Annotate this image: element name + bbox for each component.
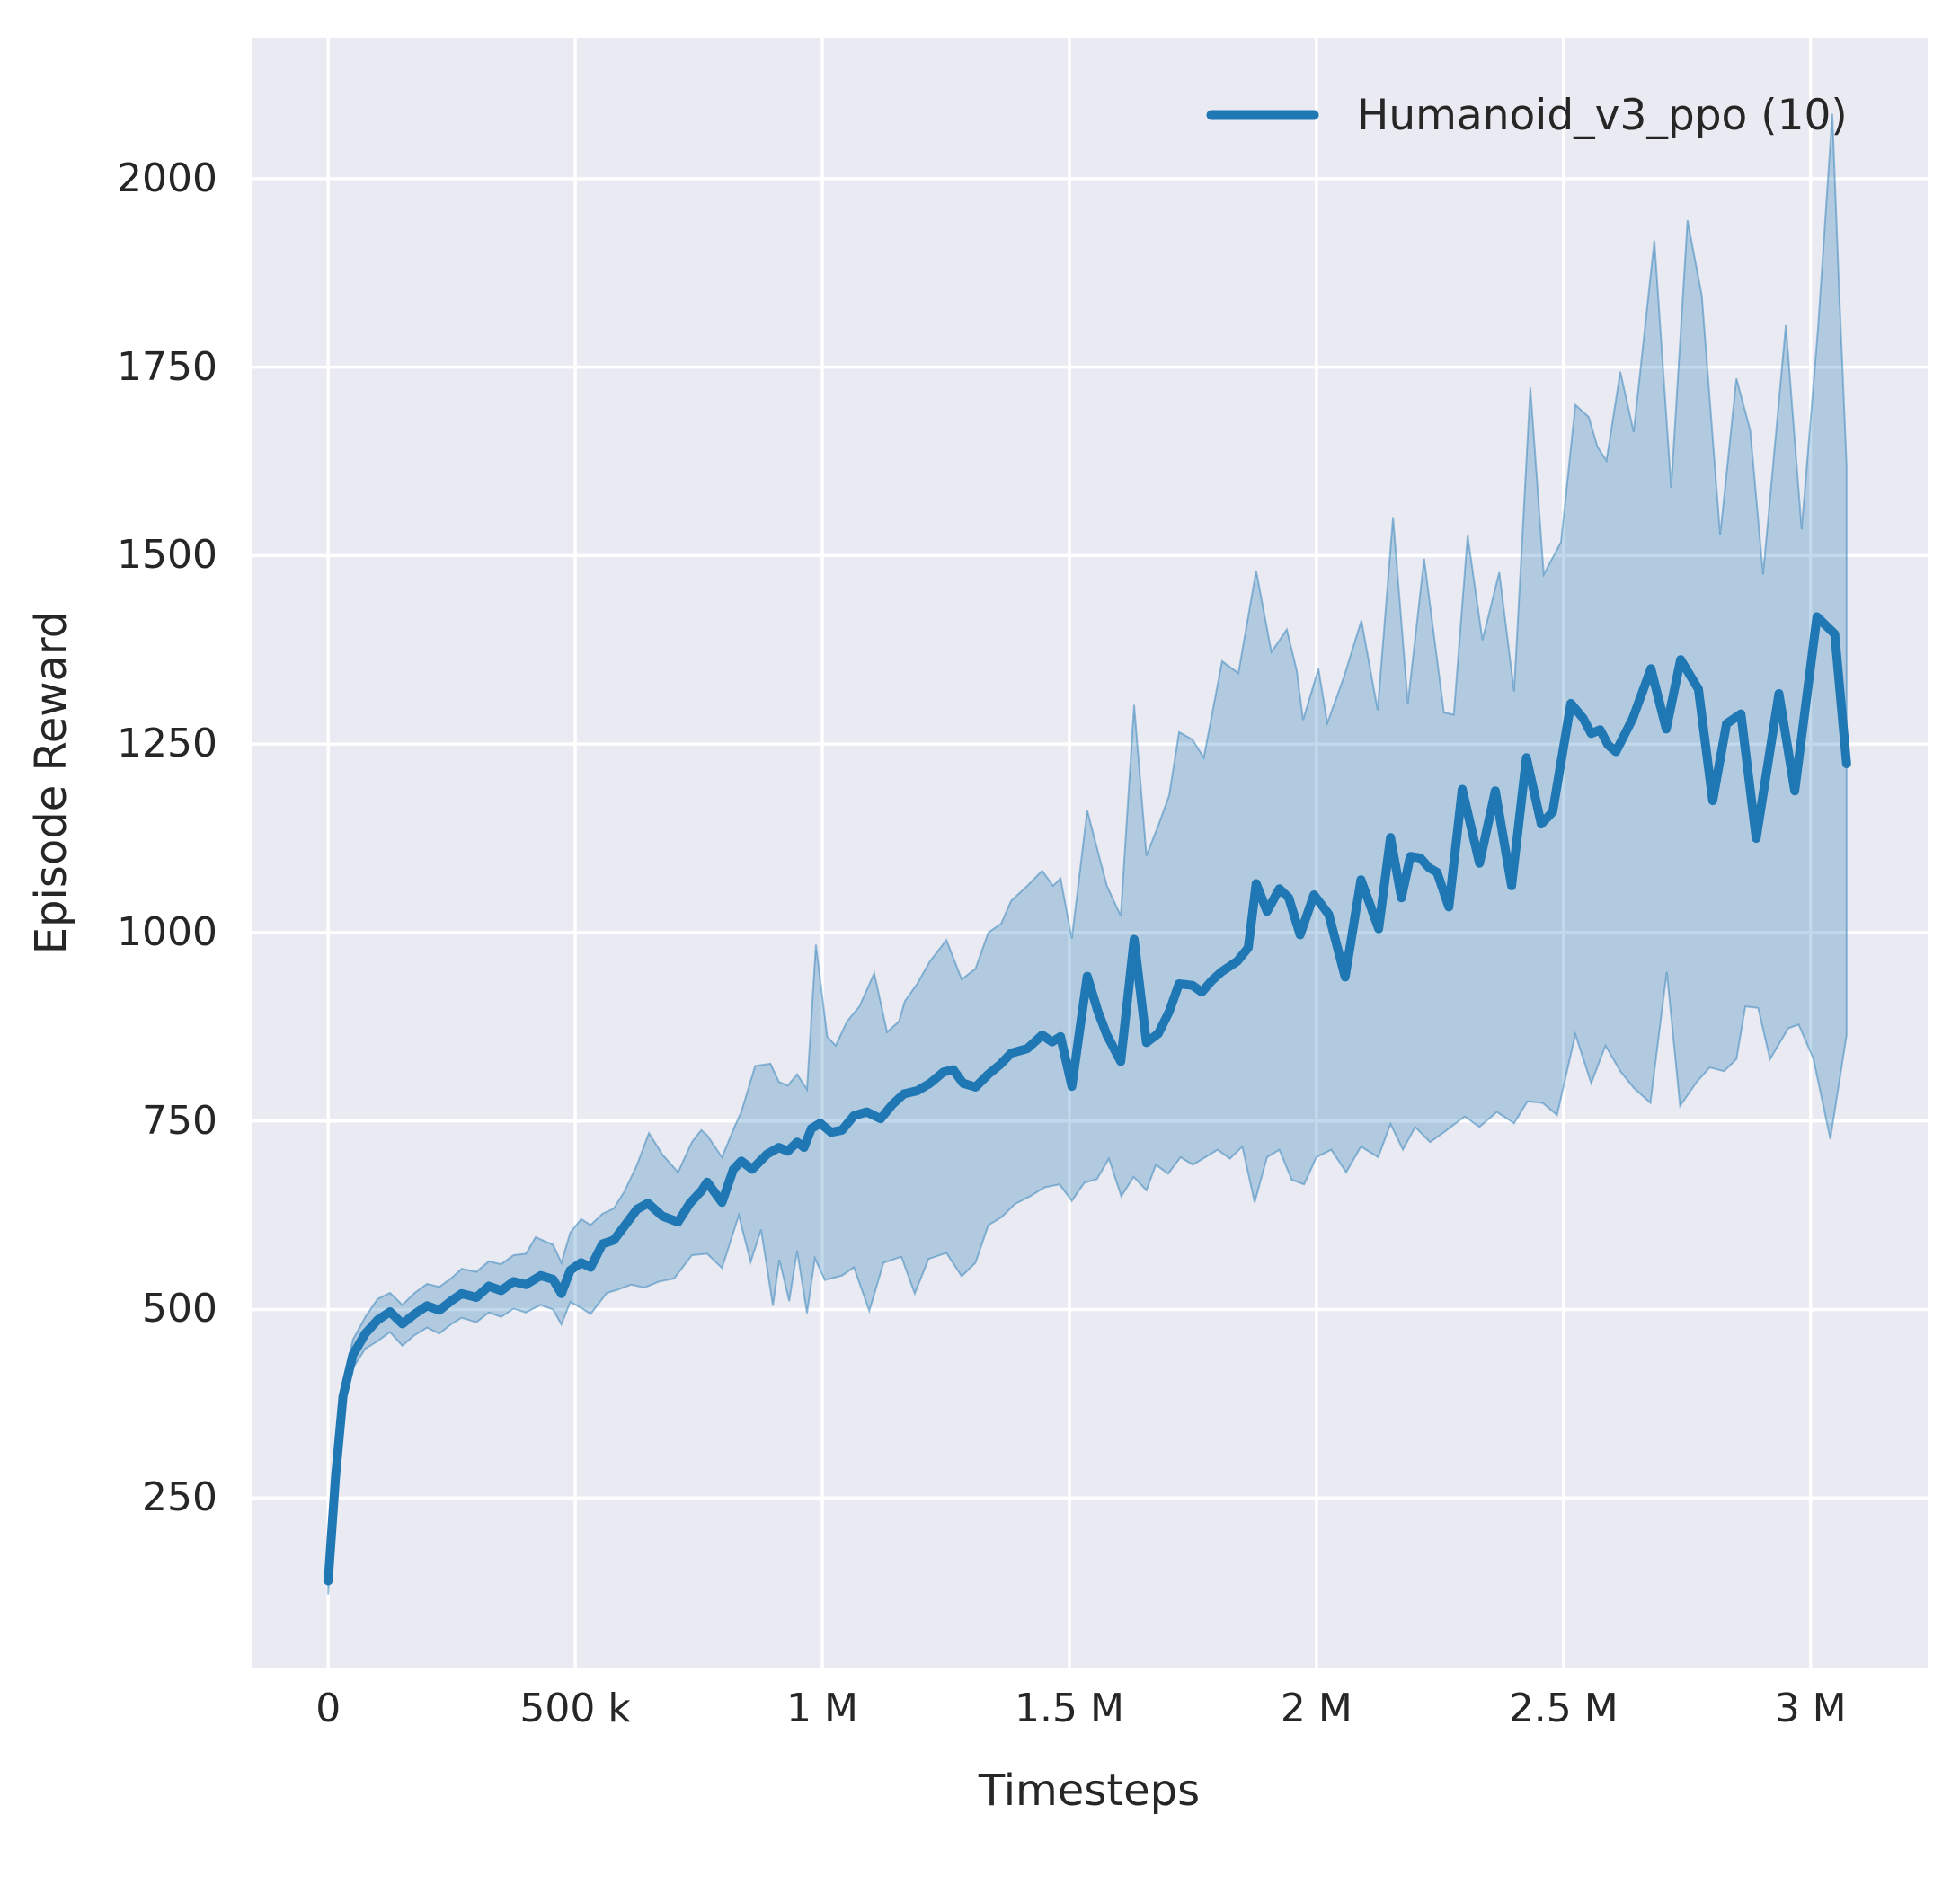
x-tick-label-1-M: 1 M (786, 1686, 858, 1731)
x-tick-label-2.5-M: 2.5 M (1508, 1686, 1619, 1731)
x-tick-label-3-M: 3 M (1774, 1686, 1847, 1731)
y-tick-label-2000: 2000 (117, 155, 217, 201)
x-axis-label: Timesteps (978, 1766, 1201, 1816)
mean-line (324, 612, 1851, 1586)
y-tick-label-1750: 1750 (117, 343, 217, 390)
y-tick-label-1500: 1500 (117, 532, 217, 579)
y-tick-label-250: 250 (142, 1474, 217, 1521)
gridlines (252, 38, 1928, 1668)
x-tick-label-0: 0 (315, 1686, 341, 1731)
legend-entry-label: Humanoid_v3_ppo (10) (1357, 91, 1848, 140)
plot-background (252, 38, 1928, 1668)
y-tick-label-1250: 1250 (117, 721, 217, 767)
x-tick-label-500-k: 500 k (519, 1686, 631, 1731)
x-tick-label-2-M: 2 M (1280, 1686, 1352, 1731)
y-tick-label-750: 750 (142, 1097, 217, 1144)
confidence-band (327, 113, 1848, 1595)
y-tick-label-500: 500 (142, 1286, 217, 1332)
x-tick-label-1.5-M: 1.5 M (1014, 1686, 1124, 1731)
y-axis-label: Episode Reward (26, 610, 76, 955)
y-tick-label-1000: 1000 (117, 908, 217, 955)
